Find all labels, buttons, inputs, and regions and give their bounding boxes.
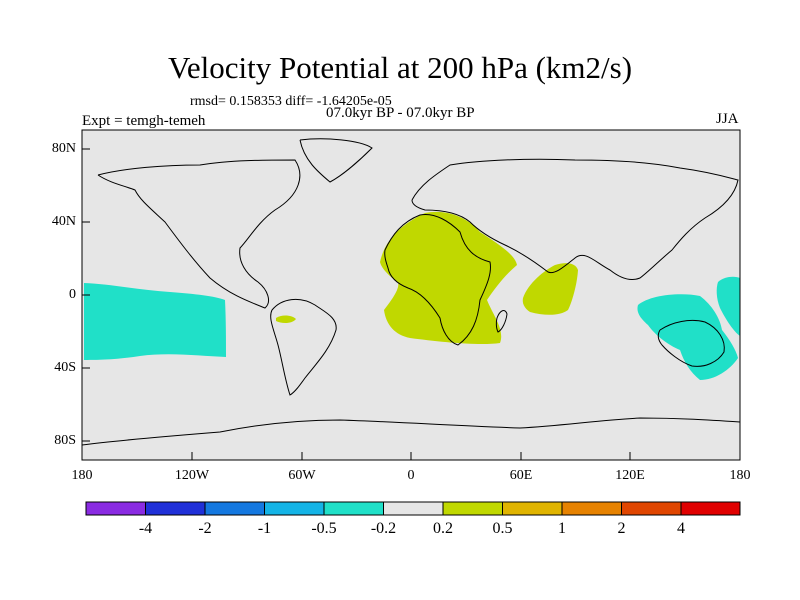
lat-label-80s: 80S [54, 433, 76, 448]
colorbar-label: 0.5 [492, 520, 513, 537]
lon-label-120e: 120E [615, 468, 645, 483]
lon-label-60w: 60W [288, 468, 316, 483]
lon-label-180e: 180 [729, 468, 751, 483]
colorbar-box-8 [561, 501, 622, 516]
colorbar-label: 1 [558, 520, 566, 537]
lon-label-120w: 120W [174, 468, 210, 483]
lat-label-40s: 40S [54, 360, 76, 375]
lon-label-180w: 180 [71, 468, 93, 483]
lat-label-80n: 80N [51, 141, 76, 156]
africa-coastline [384, 213, 491, 346]
colorbar-label: -4 [138, 520, 153, 537]
coastlines [81, 138, 741, 446]
colorbar [85, 501, 741, 516]
antarctica-coastline [81, 417, 741, 446]
colorbar-box-1 [145, 501, 206, 516]
colorbar-label: -1 [257, 520, 272, 537]
maritime-continent-negative-anomaly [637, 294, 738, 380]
lon-label-60e: 60E [509, 468, 533, 483]
period-label: 07.0kyr BP - 07.0kyr BP [326, 105, 475, 121]
colorbar-box-5 [383, 501, 444, 516]
pacific-negative-anomaly [84, 283, 226, 360]
colorbar-box-0 [85, 501, 146, 516]
map-title: Velocity Potential at 200 hPa (km2/s) [167, 50, 633, 85]
greenland-coastline [299, 138, 373, 183]
lon-label-0: 0 [407, 468, 415, 483]
colorbar-box-6 [442, 501, 503, 516]
madagascar-coastline [495, 310, 508, 333]
colorbar-label: -2 [198, 520, 212, 537]
colorbar-box-3 [264, 501, 325, 516]
colorbar-label: 0.2 [433, 520, 453, 537]
colorbar-label: 2 [617, 520, 626, 537]
amazon-positive-anomaly [276, 315, 296, 324]
colorbar-label: 4 [677, 520, 685, 537]
lat-label-0: 0 [69, 287, 76, 302]
colorbar-box-7 [502, 501, 563, 516]
experiment-label: Expt = temgh-temeh [82, 113, 206, 129]
australia-coastline [657, 319, 725, 367]
colorbar-box-9 [621, 501, 682, 516]
colorbar-box-10 [680, 501, 741, 516]
season-label: JJA [716, 111, 739, 127]
west-pacific-negative-anomaly [716, 276, 740, 336]
colorbar-label: -0.5 [311, 520, 337, 537]
colorbar-box-2 [204, 501, 265, 516]
colorbar-label: -0.2 [370, 520, 397, 537]
africa-positive-anomaly [380, 211, 517, 345]
north-america-coastline [97, 159, 301, 309]
lat-label-40n: 40N [51, 214, 76, 229]
stats-text: rmsd= 0.158353 diff= -1.64205e-05 [190, 94, 392, 109]
eurasia-coastline [411, 158, 739, 281]
south-america-coastline [270, 298, 337, 396]
indian-ocean-positive-anomaly [522, 263, 578, 315]
colorbar-box-4 [323, 501, 384, 516]
axis-ticks [82, 148, 631, 460]
